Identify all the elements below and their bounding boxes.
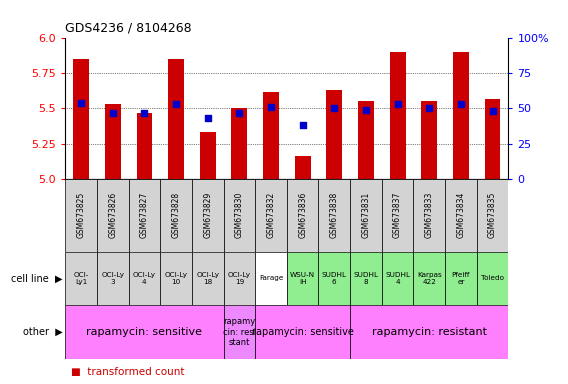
Text: GSM673826: GSM673826 [108, 192, 117, 238]
Text: OCI-Ly
10: OCI-Ly 10 [165, 272, 187, 285]
Text: WSU-N
IH: WSU-N IH [290, 272, 315, 285]
FancyBboxPatch shape [192, 179, 224, 252]
Text: ■  transformed count: ■ transformed count [71, 367, 185, 377]
FancyBboxPatch shape [65, 305, 224, 359]
Text: Karpas
422: Karpas 422 [417, 272, 442, 285]
Bar [358, 101, 374, 179]
Point [140, 109, 149, 116]
Text: SUDHL
8: SUDHL 8 [353, 272, 378, 285]
Text: GSM673837: GSM673837 [393, 192, 402, 238]
Text: OCI-
Ly1: OCI- Ly1 [73, 272, 89, 285]
Bar [453, 53, 469, 179]
Point [425, 106, 434, 112]
Text: GSM673827: GSM673827 [140, 192, 149, 238]
FancyBboxPatch shape [128, 252, 160, 305]
FancyBboxPatch shape [255, 179, 287, 252]
Point [172, 101, 181, 108]
Text: OCI-Ly
19: OCI-Ly 19 [228, 272, 251, 285]
Point [77, 100, 86, 106]
Bar [232, 109, 247, 179]
Bar [263, 92, 279, 179]
Text: GSM673836: GSM673836 [298, 192, 307, 238]
FancyBboxPatch shape [160, 179, 192, 252]
Bar [421, 101, 437, 179]
FancyBboxPatch shape [65, 252, 97, 305]
Text: GSM673835: GSM673835 [488, 192, 497, 238]
Text: GSM673834: GSM673834 [457, 192, 465, 238]
FancyBboxPatch shape [414, 252, 445, 305]
Point [266, 104, 275, 110]
Point [393, 101, 402, 108]
Bar [105, 104, 121, 179]
FancyBboxPatch shape [97, 252, 128, 305]
Text: GSM673838: GSM673838 [330, 192, 339, 238]
Bar [168, 60, 184, 179]
FancyBboxPatch shape [255, 252, 287, 305]
FancyBboxPatch shape [224, 252, 255, 305]
FancyBboxPatch shape [224, 305, 255, 359]
Text: GDS4236 / 8104268: GDS4236 / 8104268 [65, 22, 192, 35]
Text: rapamycin: sensitive: rapamycin: sensitive [86, 327, 202, 337]
Text: rapamy
cin: resi
stant: rapamy cin: resi stant [223, 317, 256, 347]
FancyBboxPatch shape [128, 179, 160, 252]
Text: OCI-Ly
18: OCI-Ly 18 [196, 272, 219, 285]
Text: GSM673829: GSM673829 [203, 192, 212, 238]
Bar [390, 53, 406, 179]
Text: cell line  ▶: cell line ▶ [11, 273, 62, 283]
FancyBboxPatch shape [97, 179, 128, 252]
Text: Farage: Farage [259, 275, 283, 281]
FancyBboxPatch shape [160, 252, 192, 305]
FancyBboxPatch shape [65, 179, 97, 252]
FancyBboxPatch shape [319, 252, 350, 305]
FancyBboxPatch shape [477, 252, 508, 305]
FancyBboxPatch shape [319, 179, 350, 252]
Point [298, 122, 307, 128]
FancyBboxPatch shape [287, 179, 319, 252]
Text: rapamycin: sensitive: rapamycin: sensitive [252, 327, 354, 337]
Text: OCI-Ly
4: OCI-Ly 4 [133, 272, 156, 285]
Point [203, 115, 212, 121]
FancyBboxPatch shape [255, 305, 350, 359]
FancyBboxPatch shape [445, 179, 477, 252]
Text: other  ▶: other ▶ [23, 327, 62, 337]
Bar [73, 60, 89, 179]
FancyBboxPatch shape [350, 179, 382, 252]
FancyBboxPatch shape [224, 179, 255, 252]
FancyBboxPatch shape [382, 179, 414, 252]
Bar [295, 156, 311, 179]
Bar [136, 113, 152, 179]
Point [488, 108, 497, 114]
Bar [200, 132, 216, 179]
FancyBboxPatch shape [445, 252, 477, 305]
Point [456, 101, 465, 108]
Text: GSM673833: GSM673833 [425, 192, 434, 238]
Point [361, 107, 370, 113]
Text: Toledo: Toledo [481, 275, 504, 281]
Bar [327, 90, 342, 179]
Bar [485, 99, 500, 179]
Text: rapamycin: resistant: rapamycin: resistant [371, 327, 487, 337]
Text: SUDHL
4: SUDHL 4 [385, 272, 410, 285]
Text: GSM673832: GSM673832 [266, 192, 275, 238]
Point [235, 109, 244, 116]
Text: OCI-Ly
3: OCI-Ly 3 [101, 272, 124, 285]
FancyBboxPatch shape [414, 179, 445, 252]
Text: GSM673831: GSM673831 [361, 192, 370, 238]
FancyBboxPatch shape [350, 305, 508, 359]
FancyBboxPatch shape [350, 252, 382, 305]
Point [108, 109, 118, 116]
FancyBboxPatch shape [382, 252, 414, 305]
Text: Pfeiff
er: Pfeiff er [452, 272, 470, 285]
Text: SUDHL
6: SUDHL 6 [322, 272, 347, 285]
Text: GSM673828: GSM673828 [172, 192, 181, 238]
Point [330, 106, 339, 112]
FancyBboxPatch shape [287, 252, 319, 305]
Text: GSM673830: GSM673830 [235, 192, 244, 238]
FancyBboxPatch shape [192, 252, 224, 305]
Text: GSM673825: GSM673825 [77, 192, 86, 238]
FancyBboxPatch shape [477, 179, 508, 252]
